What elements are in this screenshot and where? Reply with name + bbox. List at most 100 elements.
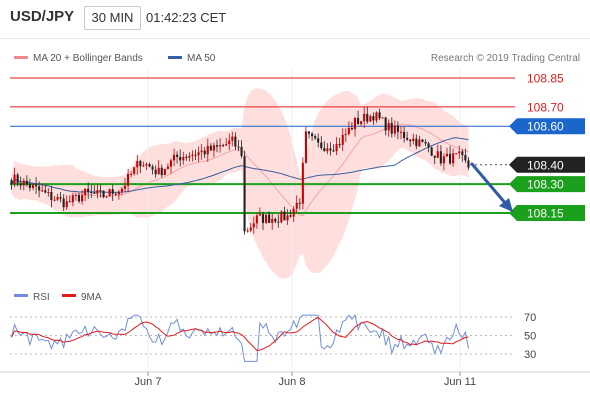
candle-body xyxy=(455,153,458,155)
candle-body xyxy=(350,127,353,130)
level-tag-108-60 xyxy=(509,118,585,135)
candle-body xyxy=(347,127,350,135)
candle-body xyxy=(71,195,74,203)
candle-body xyxy=(127,173,130,186)
candle-body xyxy=(25,180,28,185)
ma50-line xyxy=(11,137,469,193)
rsi-ma-line xyxy=(11,316,469,352)
candle-body xyxy=(84,188,87,196)
candle-body xyxy=(53,199,56,201)
candle-body xyxy=(258,214,261,216)
candle-body xyxy=(215,145,218,147)
candle-body xyxy=(148,164,151,167)
price-levels: 108.85 108.70 108.60 108.40 108.30 108.15 xyxy=(10,72,585,221)
candle-body xyxy=(255,215,258,224)
candles xyxy=(10,106,470,235)
candle-body xyxy=(461,151,464,156)
symbol-title: USD/JPY xyxy=(10,8,75,25)
candle-body xyxy=(353,117,356,130)
candle-body xyxy=(427,143,430,148)
rsi-panel: 70 50 30 xyxy=(10,312,536,362)
candle-body xyxy=(271,218,274,223)
candle-body xyxy=(50,192,53,200)
candle-body xyxy=(90,191,93,193)
candle-body xyxy=(292,208,295,217)
candle-body xyxy=(93,192,96,194)
forecast-arrow xyxy=(470,162,513,212)
chart-grid xyxy=(147,70,461,372)
candle-body xyxy=(274,218,277,222)
candle-body xyxy=(179,156,182,161)
candle-body xyxy=(154,169,157,175)
candle-body xyxy=(369,116,372,122)
ma50-legend-swatch xyxy=(168,56,182,59)
candle-body xyxy=(335,144,338,152)
candle-body xyxy=(320,142,323,149)
candle-body xyxy=(412,138,415,142)
candle-body xyxy=(390,122,393,134)
candle-body xyxy=(268,214,271,223)
level-label-108-70: 108.70 xyxy=(527,100,564,114)
candle-body xyxy=(166,166,169,169)
x-tick-label: Jun 8 xyxy=(279,376,306,388)
candle-body xyxy=(108,189,111,197)
clock-label: 01:42:23 CET xyxy=(146,10,227,25)
candle-body xyxy=(237,146,240,148)
bb-legend-label: MA 20 + Bollinger Bands xyxy=(33,53,143,64)
candle-body xyxy=(35,184,38,187)
candle-body xyxy=(280,211,283,223)
candle-body xyxy=(16,174,19,184)
candle-body xyxy=(59,197,62,199)
level-tag-text: 108.30 xyxy=(527,178,564,192)
candle-body xyxy=(311,133,314,137)
candle-body xyxy=(341,135,344,145)
candle-body xyxy=(142,165,145,167)
candle-body xyxy=(295,202,298,209)
bb-legend-swatch xyxy=(14,56,28,59)
candle-body xyxy=(38,186,41,191)
candle-body xyxy=(449,153,452,164)
candle-body xyxy=(409,139,412,142)
candle-body xyxy=(160,167,163,176)
candle-body xyxy=(372,116,375,121)
chart-header: USD/JPY 30 MIN 01:42:23 CET xyxy=(0,0,590,38)
candle-body xyxy=(77,195,80,202)
timeframe-button[interactable]: 30 MIN xyxy=(84,6,141,30)
candle-body xyxy=(136,161,139,168)
candle-body xyxy=(378,112,381,119)
candle-body xyxy=(381,117,384,119)
candle-body xyxy=(120,188,123,192)
candle-body xyxy=(329,148,332,151)
candle-body xyxy=(130,173,133,175)
candle-body xyxy=(191,154,194,156)
candle-body xyxy=(442,156,445,164)
candle-body xyxy=(182,156,185,161)
candle-body xyxy=(19,183,22,186)
level-tag-text: 108.60 xyxy=(527,120,564,134)
candle-body xyxy=(421,139,424,142)
forecast-arrow-head xyxy=(499,198,513,212)
candle-body xyxy=(439,151,442,164)
candle-body xyxy=(114,193,117,195)
candle-body xyxy=(445,153,448,157)
candle-body xyxy=(13,174,16,185)
x-tick-label: Jun 7 xyxy=(135,376,162,388)
candle-body xyxy=(243,156,246,232)
candle-body xyxy=(188,156,191,158)
candle-body xyxy=(314,136,317,139)
candle-body xyxy=(406,137,409,140)
candle-body xyxy=(157,167,160,175)
ma9-legend-swatch xyxy=(62,294,76,297)
candle-body xyxy=(47,192,50,193)
candle-body xyxy=(366,113,369,122)
candle-body xyxy=(81,195,84,202)
candle-body xyxy=(363,113,366,122)
candle-body xyxy=(197,152,200,156)
candle-body xyxy=(289,215,292,217)
level-tag-108-15 xyxy=(509,204,585,221)
candle-body xyxy=(31,184,34,188)
candle-body xyxy=(467,160,470,168)
candle-body xyxy=(173,154,176,161)
ma9-legend-label: 9MA xyxy=(81,292,102,303)
candle-body xyxy=(252,223,255,228)
